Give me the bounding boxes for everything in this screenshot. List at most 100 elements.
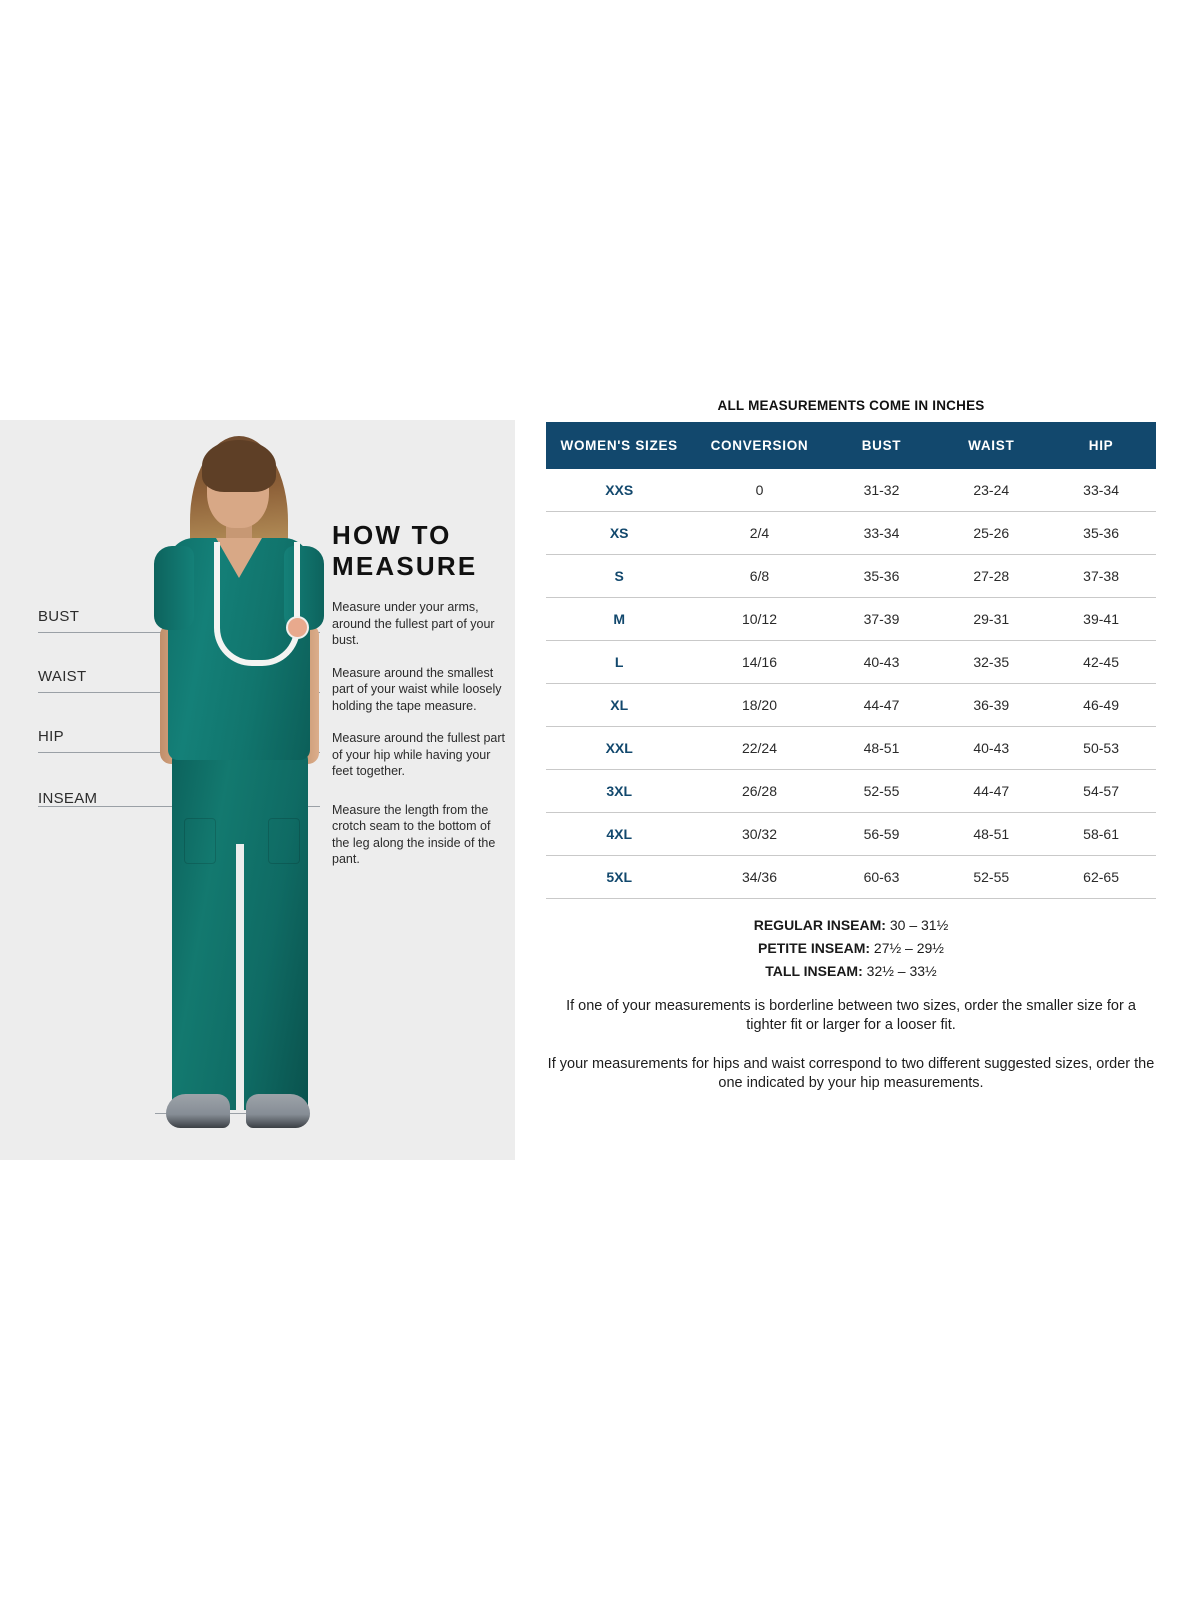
hip-cell: 42-45 bbox=[1046, 640, 1156, 684]
model-hair-top bbox=[202, 440, 276, 492]
how-to-measure-text: HOW TO MEASURE Measure under your arms, … bbox=[332, 520, 508, 884]
waist-label: WAIST bbox=[38, 668, 87, 685]
bust-cell: 37-39 bbox=[826, 597, 937, 641]
bust-cell: 60-63 bbox=[826, 855, 937, 899]
sizing-notes: If one of your measurements is borderlin… bbox=[546, 997, 1156, 1094]
size-cell: 4XL bbox=[546, 812, 693, 856]
size-cell: S bbox=[546, 554, 693, 598]
column-header-sizes: WOMEN'S SIZES bbox=[546, 422, 693, 469]
page-title: HOW TO MEASURE bbox=[332, 520, 478, 581]
conversion-cell: 18/20 bbox=[692, 683, 827, 727]
waist-cell: 32-35 bbox=[936, 640, 1047, 684]
bust-cell: 56-59 bbox=[826, 812, 937, 856]
column-header-conversion: CONVERSION bbox=[692, 422, 827, 469]
column-header-hip: HIP bbox=[1046, 422, 1156, 469]
hip-cell: 37-38 bbox=[1046, 554, 1156, 598]
inseam-note-value: 30 – 31½ bbox=[885, 917, 949, 933]
table-row: L 14/16 40-43 32-35 42-45 bbox=[546, 640, 1156, 684]
model-sleeve-left bbox=[154, 546, 194, 630]
hip-cell: 39-41 bbox=[1046, 597, 1156, 641]
table-row: XL 18/20 44-47 36-39 46-49 bbox=[546, 683, 1156, 727]
note-hip-priority: If your measurements for hips and waist … bbox=[547, 1056, 1155, 1092]
waist-cell: 52-55 bbox=[936, 855, 1047, 899]
table-row: 4XL 30/32 56-59 48-51 58-61 bbox=[546, 812, 1156, 856]
size-cell: L bbox=[546, 640, 693, 684]
bust-label: BUST bbox=[38, 608, 80, 625]
column-header-bust: BUST bbox=[826, 422, 937, 469]
bust-cell: 35-36 bbox=[826, 554, 937, 598]
bust-cell: 33-34 bbox=[826, 511, 937, 555]
inseam-note: REGULAR INSEAM: 30 – 31½ bbox=[546, 917, 1156, 933]
hip-cell: 33-34 bbox=[1046, 469, 1156, 512]
inseam-note-label: PETITE INSEAM: bbox=[758, 940, 871, 956]
stethoscope-icon bbox=[214, 542, 300, 666]
conversion-cell: 6/8 bbox=[692, 554, 827, 598]
bust-cell: 52-55 bbox=[826, 769, 937, 813]
chart-title: ALL MEASUREMENTS COME IN INCHES bbox=[717, 398, 985, 413]
waist-cell: 29-31 bbox=[936, 597, 1047, 641]
size-chart-section: ALL MEASUREMENTS COME IN INCHES WOMEN'S … bbox=[546, 398, 1156, 1114]
model-pocket-left bbox=[184, 818, 216, 864]
waist-description: Measure around the smallest part of your… bbox=[332, 665, 502, 713]
conversion-cell: 22/24 bbox=[692, 726, 827, 770]
conversion-cell: 30/32 bbox=[692, 812, 827, 856]
waist-cell: 27-28 bbox=[936, 554, 1047, 598]
stethoscope-bell-icon bbox=[286, 616, 309, 639]
hip-label: HIP bbox=[38, 728, 64, 745]
conversion-cell: 14/16 bbox=[692, 640, 827, 684]
size-cell: 5XL bbox=[546, 855, 693, 899]
conversion-cell: 0 bbox=[692, 469, 827, 512]
note-borderline: If one of your measurements is borderlin… bbox=[566, 998, 1136, 1034]
model-illustration bbox=[110, 420, 410, 1160]
table-header-row: WOMEN'S SIZES CONVERSION BUST WAIST HIP bbox=[546, 422, 1156, 469]
table-row: XS 2/4 33-34 25-26 35-36 bbox=[546, 511, 1156, 555]
bust-cell: 40-43 bbox=[826, 640, 937, 684]
inseam-note: TALL INSEAM: 32½ – 33½ bbox=[546, 963, 1156, 979]
model-pocket-right bbox=[268, 818, 300, 864]
size-cell: XXL bbox=[546, 726, 693, 770]
inseam-note-value: 32½ – 33½ bbox=[862, 963, 937, 979]
size-chart-table: WOMEN'S SIZES CONVERSION BUST WAIST HIP … bbox=[546, 422, 1156, 899]
hip-cell: 46-49 bbox=[1046, 683, 1156, 727]
waist-cell: 40-43 bbox=[936, 726, 1047, 770]
waist-cell: 48-51 bbox=[936, 812, 1047, 856]
table-row: 5XL 34/36 60-63 52-55 62-65 bbox=[546, 855, 1156, 899]
table-row: XXL 22/24 48-51 40-43 50-53 bbox=[546, 726, 1156, 770]
model-shoe-right bbox=[246, 1094, 310, 1128]
table-row: S 6/8 35-36 27-28 37-38 bbox=[546, 554, 1156, 598]
column-header-waist: WAIST bbox=[936, 422, 1047, 469]
inseam-note: PETITE INSEAM: 27½ – 29½ bbox=[546, 940, 1156, 956]
bust-cell: 44-47 bbox=[826, 683, 937, 727]
inseam-description: Measure the length from the crotch seam … bbox=[332, 802, 496, 867]
hip-cell: 62-65 bbox=[1046, 855, 1156, 899]
waist-cell: 25-26 bbox=[936, 511, 1047, 555]
inseam-notes: REGULAR INSEAM: 30 – 31½ PETITE INSEAM: 2… bbox=[546, 917, 1156, 979]
inseam-note-label: TALL INSEAM: bbox=[765, 963, 863, 979]
inseam-note-label: REGULAR INSEAM: bbox=[753, 917, 886, 933]
model-shoe-left bbox=[166, 1094, 230, 1128]
table-row: 3XL 26/28 52-55 44-47 54-57 bbox=[546, 769, 1156, 813]
bust-description: Measure under your arms, around the full… bbox=[332, 600, 495, 648]
how-to-measure-panel: BUST WAIST HIP INSEAM HOW TO MEASURE Mea… bbox=[0, 420, 515, 1160]
waist-cell: 23-24 bbox=[936, 469, 1047, 512]
bust-cell: 31-32 bbox=[826, 469, 937, 512]
inseam-label: INSEAM bbox=[38, 790, 98, 807]
size-cell: 3XL bbox=[546, 769, 693, 813]
size-chart-body: XXS 0 31-32 23-24 33-34 XS 2/4 33-34 25-26 35-36 S… bbox=[546, 469, 1156, 899]
model-leg-gap bbox=[236, 844, 244, 1110]
waist-cell: 44-47 bbox=[936, 769, 1047, 813]
hip-description: Measure around the fullest part of your … bbox=[332, 731, 506, 779]
size-cell: XXS bbox=[546, 469, 693, 512]
conversion-cell: 2/4 bbox=[692, 511, 827, 555]
conversion-cell: 26/28 bbox=[692, 769, 827, 813]
hip-cell: 54-57 bbox=[1046, 769, 1156, 813]
table-row: M 10/12 37-39 29-31 39-41 bbox=[546, 597, 1156, 641]
hip-cell: 58-61 bbox=[1046, 812, 1156, 856]
inseam-note-value: 27½ – 29½ bbox=[870, 940, 944, 956]
conversion-cell: 10/12 bbox=[692, 597, 827, 641]
conversion-cell: 34/36 bbox=[692, 855, 827, 899]
size-cell: M bbox=[546, 597, 693, 641]
bust-cell: 48-51 bbox=[826, 726, 937, 770]
table-row: XXS 0 31-32 23-24 33-34 bbox=[546, 469, 1156, 512]
waist-cell: 36-39 bbox=[936, 683, 1047, 727]
